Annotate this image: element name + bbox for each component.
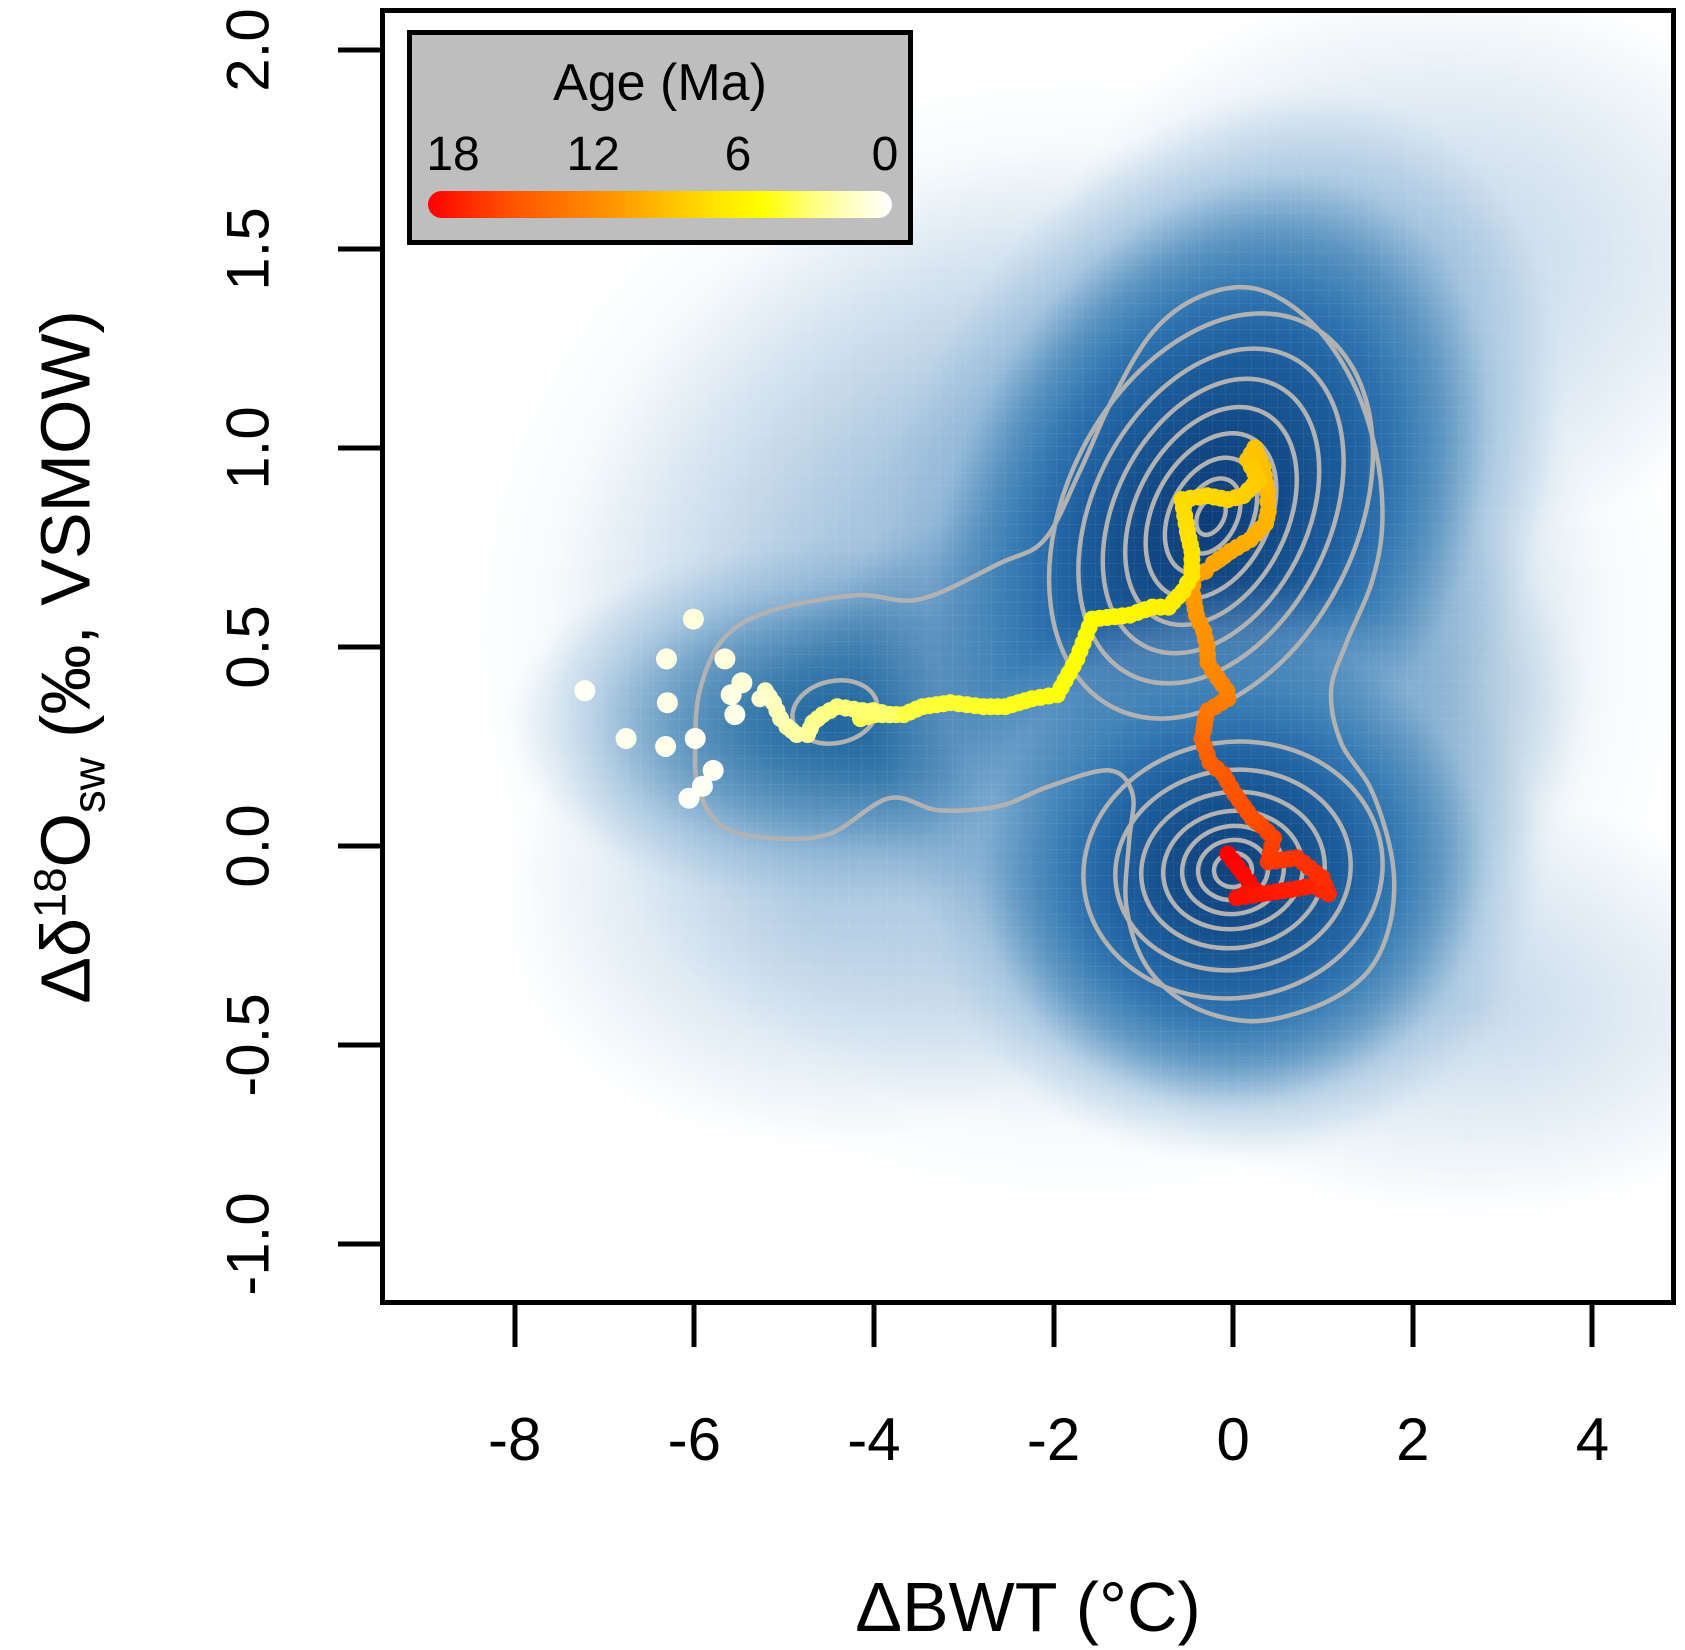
contour-ring — [1046, 311, 1376, 721]
y-tick-mark — [338, 843, 380, 849]
plot-clip-region — [380, 8, 1676, 1305]
x-tick-label: -2 — [1026, 1406, 1081, 1473]
modern-scatter-point — [682, 608, 704, 630]
x-tick-label: -6 — [667, 1406, 722, 1473]
legend-tick-label: 12 — [566, 128, 620, 181]
modern-scatter-point — [574, 680, 596, 702]
modern-scatter-point — [615, 728, 637, 749]
x-tick-label: 4 — [1575, 1406, 1610, 1473]
modern-scatter-point — [655, 736, 677, 757]
y-tick-label: -0.5 — [214, 993, 282, 1097]
contour-ring — [1100, 376, 1322, 656]
legend-color-gradient-bar — [428, 191, 892, 218]
modern-scatter-point — [678, 787, 700, 809]
modern-scatter-point — [702, 759, 724, 781]
legend-tick-label: 6 — [724, 128, 752, 181]
y-tick-mark — [338, 246, 380, 252]
trajectory-point — [751, 690, 769, 708]
y-tick-label: 0.0 — [214, 804, 282, 888]
y-title-superscript: 18 — [24, 866, 76, 918]
x-tick-mark — [1410, 1305, 1416, 1347]
modern-scatter-point — [714, 648, 736, 670]
modern-scatter-point — [724, 704, 746, 726]
y-tick-mark — [338, 644, 380, 650]
x-tick-mark — [691, 1305, 697, 1347]
modern-scatter-point — [691, 775, 713, 797]
y-title-suffix: (‰, VSMOW) — [26, 309, 105, 757]
age-colorbar-legend: Age (Ma) 18 12 6 0 — [407, 30, 913, 245]
x-tick-mark — [1230, 1305, 1236, 1347]
legend-title: Age (Ma) — [553, 54, 767, 112]
contour-ring — [1076, 346, 1346, 686]
contour-ring — [1139, 789, 1327, 951]
legend-tick-label: 0 — [871, 128, 899, 181]
x-tick-mark — [512, 1305, 518, 1347]
y-tick-label: -1.0 — [214, 1192, 282, 1296]
y-tick-mark — [338, 445, 380, 451]
x-tick-label: -4 — [847, 1406, 901, 1473]
y-tick-label: 1.0 — [214, 406, 282, 490]
legend-tick-label: 18 — [426, 128, 480, 181]
x-axis-title: ΔBWT (°C) — [855, 1568, 1201, 1646]
y-tick-mark — [338, 47, 380, 53]
modern-scatter-point — [656, 692, 678, 714]
modern-scatter-point — [656, 648, 677, 670]
modern-scatter-point — [720, 684, 742, 706]
legend-tick-labels: 18 12 6 0 — [426, 127, 898, 183]
plot-area: -8 -6 -4 -2 0 2 4 2.0 1.5 1.0 0.5 0.0 -0.5 -1.0 ΔBWT… — [24, 8, 1676, 1646]
x-tick-label: 2 — [1396, 1406, 1430, 1473]
trajectory-layer — [574, 439, 1337, 907]
y-tick-label: 1.5 — [214, 207, 282, 291]
y-tick-mark — [338, 1042, 380, 1048]
y-tick-label: 0.5 — [214, 605, 282, 689]
x-tick-mark — [1589, 1305, 1595, 1347]
y-title-subscript: sw — [63, 756, 115, 813]
contour-ring — [1081, 739, 1385, 1001]
y-tick-mark — [338, 1241, 380, 1247]
modern-scatter-point — [684, 728, 706, 749]
x-tick-mark — [871, 1305, 877, 1347]
y-title-prefix: Δδ — [26, 917, 105, 1004]
x-tick-mark — [1051, 1305, 1057, 1347]
x-tick-label: 0 — [1216, 1406, 1250, 1473]
y-axis-title: Δδ18Osw (‰, VSMOW) — [24, 310, 115, 1004]
y-tick-label: 2.0 — [214, 8, 282, 92]
y-title-symbol: O — [26, 812, 105, 867]
contour-ring — [1122, 404, 1300, 628]
contour-outer-merged — [692, 284, 1397, 1024]
x-tick-label: -8 — [488, 1406, 542, 1473]
